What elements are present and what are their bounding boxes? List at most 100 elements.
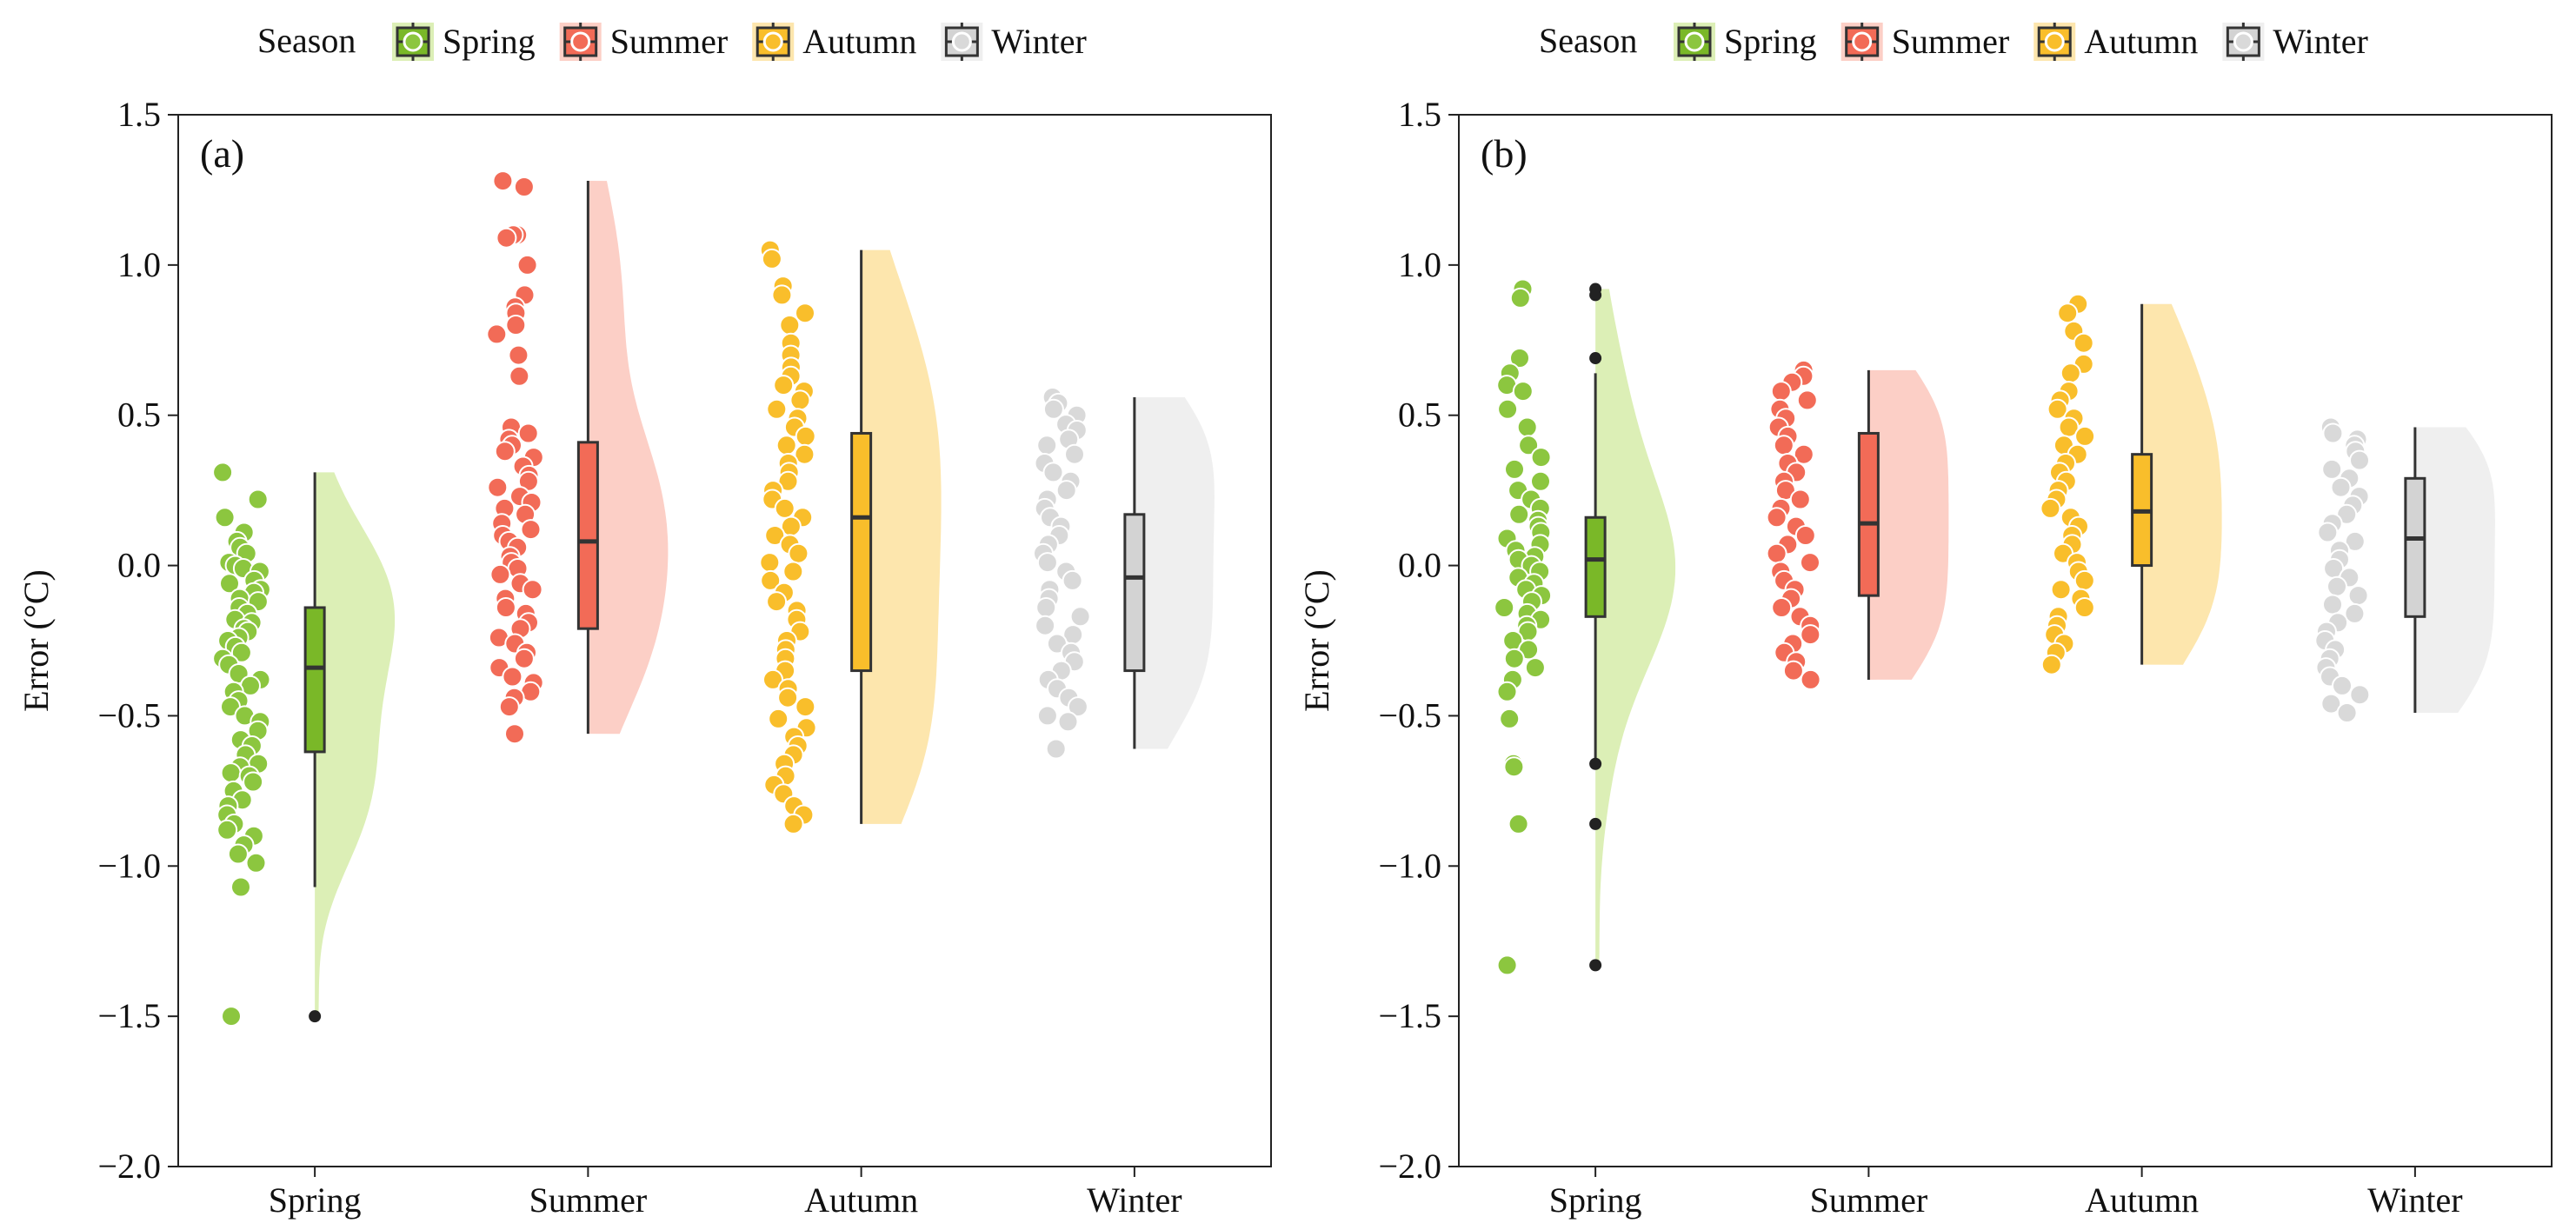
legend-title: Season: [1539, 21, 1637, 60]
data-point: [782, 813, 804, 834]
data-point: [243, 771, 264, 793]
y-tick-label: −2.0: [97, 1147, 161, 1186]
data-point: [777, 687, 799, 708]
data-point: [489, 563, 511, 585]
data-point: [1800, 552, 1821, 574]
legend-label-spring: Spring: [443, 22, 536, 61]
data-point: [795, 303, 815, 324]
data-point: [1035, 615, 1056, 636]
legend-key-winter: [2222, 23, 2265, 61]
data-point: [1530, 470, 1551, 492]
data-point: [1069, 606, 1091, 628]
data-point: [2073, 569, 2095, 591]
y-tick-label: −0.5: [97, 695, 161, 735]
box-winter: [2404, 476, 2426, 618]
series-winter: [2314, 416, 2495, 723]
data-point: [1504, 458, 1525, 480]
data-point: [1516, 416, 1538, 438]
data-point: [1766, 542, 1787, 564]
data-point: [1496, 954, 1518, 976]
data-point: [1770, 381, 1792, 402]
y-tick-label: 1.0: [117, 245, 161, 284]
data-point: [513, 176, 535, 197]
legend: Season Spring Summer Autumn Winter: [257, 21, 1087, 61]
panel-label: (a): [200, 131, 244, 176]
x-tick-label: Summer: [529, 1180, 648, 1220]
y-tick-label: −1.0: [1378, 846, 1441, 885]
box-spring: [303, 606, 326, 754]
legend-label-winter: Winter: [2273, 22, 2367, 61]
series-spring: [212, 462, 396, 1027]
data-point: [2332, 675, 2353, 696]
data-point: [795, 425, 816, 447]
data-point: [1794, 525, 1816, 546]
series-summer: [1766, 359, 1949, 690]
panel-a: Season Spring Summer Autumn Winter −2.0 −1.5 −1…: [17, 21, 1272, 1220]
y-tick-label: 1.5: [1398, 95, 1441, 134]
legend-key-point: [403, 31, 423, 52]
data-point: [2321, 458, 2343, 480]
x-tick-label: Winter: [1087, 1180, 1181, 1220]
data-point: [766, 398, 788, 420]
plot-frame: [1458, 114, 2553, 1167]
data-point: [1062, 569, 1083, 591]
data-point: [247, 489, 269, 510]
data-point: [502, 666, 523, 688]
violin-autumn: [2141, 303, 2222, 665]
box-winter: [1123, 513, 1146, 673]
data-point: [505, 315, 527, 336]
data-point: [509, 365, 530, 387]
outlier-point: [309, 1010, 322, 1023]
data-point: [1766, 507, 1787, 529]
y-tick-label: −1.5: [97, 996, 161, 1035]
y-tick-label: −1.5: [1378, 996, 1441, 1035]
data-point: [486, 323, 508, 345]
box-summer: [1857, 431, 1880, 597]
x-tick-label: Summer: [1810, 1180, 1928, 1220]
data-point: [2330, 476, 2352, 498]
legend-key-point: [762, 31, 783, 52]
panel-label: (b): [1481, 131, 1528, 176]
outlier-point: [1589, 959, 1602, 972]
data-point: [230, 642, 252, 663]
y-tick-label: 0.0: [1398, 546, 1441, 585]
data-point: [1499, 708, 1521, 729]
legend-label-summer: Summer: [610, 22, 729, 61]
legend-key-autumn: [752, 23, 795, 61]
data-point: [214, 507, 236, 529]
data-point: [1494, 597, 1515, 618]
plot-frame: [177, 114, 1272, 1167]
legend-key-point: [1852, 31, 1873, 52]
data-point: [1509, 287, 1531, 309]
data-point: [1042, 398, 1064, 420]
data-point: [2047, 398, 2068, 420]
x-tick-label: Autumn: [804, 1180, 918, 1220]
data-point: [513, 648, 535, 669]
data-point: [230, 876, 251, 898]
legend-key-summer: [1840, 23, 1883, 61]
data-point: [219, 573, 240, 595]
y-tick-label: −1.0: [97, 846, 161, 885]
data-point: [212, 462, 234, 483]
series-winter: [1033, 387, 1215, 760]
data-point: [1036, 435, 1058, 456]
data-point: [788, 542, 809, 564]
y-tick-label: 1.0: [1398, 245, 1441, 284]
violin-winter: [1134, 396, 1215, 749]
data-point: [1800, 668, 1821, 690]
series-autumn: [759, 239, 942, 834]
data-point: [2073, 597, 2095, 618]
data-point: [2344, 530, 2366, 552]
data-point: [2040, 654, 2062, 675]
y-tick-label: 0.5: [1398, 396, 1441, 435]
legend-key-autumn: [2034, 23, 2076, 61]
legend-label-autumn: Autumn: [2084, 22, 2198, 61]
data-point: [487, 476, 509, 498]
x-tick-label: Autumn: [2085, 1180, 2199, 1220]
x-tick-label: Spring: [1549, 1180, 1642, 1220]
outlier-point: [1589, 757, 1602, 770]
data-point: [1789, 489, 1811, 510]
box-spring: [1584, 515, 1607, 618]
data-point: [1508, 503, 1530, 525]
data-point: [1496, 681, 1518, 702]
